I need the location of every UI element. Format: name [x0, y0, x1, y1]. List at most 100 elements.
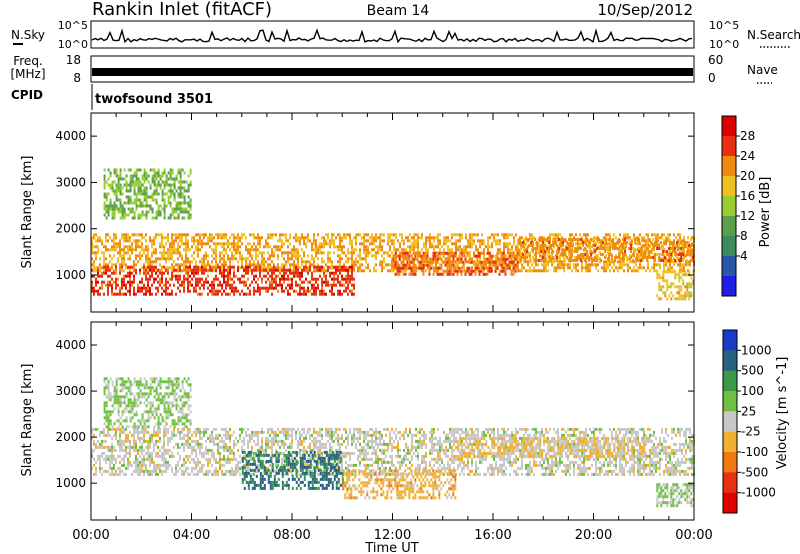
echo-cell [414, 254, 417, 258]
echo-cell [123, 277, 125, 281]
echo-cell [463, 269, 465, 273]
echo-cell [141, 183, 144, 187]
echo-cell [127, 451, 129, 455]
echo-cell [540, 238, 543, 241]
echo-cell [109, 433, 111, 437]
echo-cell [517, 266, 519, 270]
echo-cell [107, 213, 110, 217]
echo-cell [231, 233, 233, 237]
echo-cell [189, 260, 191, 264]
echo-cell [91, 251, 93, 255]
echo-cell [213, 457, 215, 461]
echo-cell [663, 242, 665, 246]
echo-cell [607, 233, 609, 237]
echo-cell [420, 257, 423, 261]
echo-cell [189, 283, 191, 287]
echo-cell [679, 233, 681, 237]
echo-cell [145, 466, 147, 470]
echo-cell [682, 247, 685, 250]
echo-cell [271, 274, 273, 278]
echo-cell [455, 242, 457, 246]
echo-cell [151, 265, 153, 269]
echo-cell [249, 283, 251, 287]
echo-cell [435, 263, 437, 267]
echo-cell [129, 168, 132, 172]
echo-cell [663, 266, 665, 270]
echo-cell [281, 266, 283, 270]
echo-cell [512, 251, 515, 255]
echo-cell [407, 239, 409, 243]
echo-cell [123, 213, 126, 217]
echo-cell [167, 251, 169, 255]
echo-cell [257, 233, 259, 237]
echo-cell [293, 263, 295, 267]
echo-cell [199, 286, 201, 290]
echo-cell [568, 253, 571, 256]
echo-cell [203, 254, 205, 258]
echo-cell [391, 257, 393, 261]
echo-cell [171, 469, 173, 473]
echo-cell [147, 454, 149, 458]
echo-cell [139, 289, 141, 293]
echo-cell [165, 460, 167, 464]
echo-cell [593, 236, 595, 240]
echo-cell [535, 257, 537, 261]
echo-cell [690, 276, 693, 280]
echo-cell [319, 292, 321, 296]
echo-cell [648, 256, 651, 259]
echo-cell [99, 266, 101, 270]
echo-cell [209, 283, 211, 287]
echo-cell [291, 248, 293, 252]
power-echo-data [91, 168, 695, 301]
echo-cell [115, 436, 117, 440]
echo-cell [682, 279, 685, 283]
echo-cell [355, 233, 357, 237]
echo-cell [447, 239, 449, 243]
echo-cell [151, 469, 153, 473]
echo-cell [171, 289, 173, 293]
echo-cell [429, 233, 431, 237]
echo-cell [273, 268, 275, 272]
echo-cell [535, 242, 537, 246]
echo-cell [574, 259, 577, 262]
echo-cell [385, 263, 387, 267]
echo-cell [662, 291, 665, 295]
echo-cell [468, 269, 471, 273]
echo-cell [661, 233, 663, 237]
echo-cell [569, 233, 571, 237]
echo-cell [299, 271, 301, 275]
echo-cell [155, 213, 158, 217]
echo-cell [279, 283, 281, 287]
echo-cell [185, 439, 187, 443]
echo-cell [119, 263, 121, 267]
echo-cell [297, 271, 299, 275]
echo-cell [99, 460, 101, 464]
echo-cell [119, 239, 121, 243]
echo-cell [343, 283, 345, 287]
echo-cell [426, 251, 429, 255]
echo-cell [349, 280, 351, 284]
echo-cell [571, 233, 573, 237]
echo-cell [175, 433, 177, 437]
echo-cell [367, 266, 369, 270]
echo-cell [151, 239, 153, 243]
echo-cell [161, 239, 163, 243]
echo-cell [245, 271, 247, 275]
echo-cell [131, 248, 133, 252]
echo-cell [678, 276, 681, 280]
echo-cell [337, 292, 339, 296]
echo-cell [229, 445, 231, 449]
echo-cell [169, 448, 171, 452]
echo-cell [527, 254, 529, 258]
echo-cell [279, 236, 281, 240]
echo-cell [402, 251, 405, 255]
echo-cell [153, 168, 156, 172]
echo-cell [281, 233, 283, 237]
echo-cell [427, 236, 429, 240]
echo-cell [468, 260, 471, 264]
echo-cell [347, 248, 349, 252]
echo-cell [511, 248, 513, 252]
echo-cell [579, 233, 581, 237]
echo-cell [161, 192, 164, 196]
echo-cell [414, 257, 417, 261]
